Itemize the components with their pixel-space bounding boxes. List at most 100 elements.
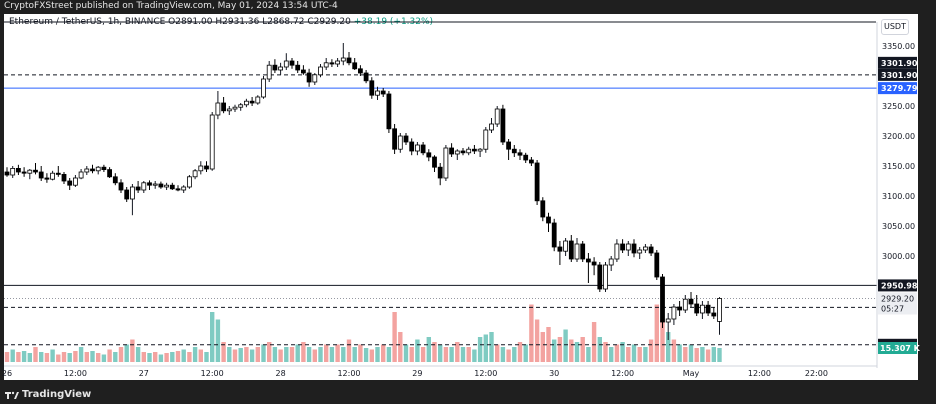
volume-bar xyxy=(346,339,352,362)
volume-bar xyxy=(215,319,221,362)
candle-body xyxy=(648,246,654,254)
volume-bar xyxy=(529,304,534,362)
candle-body xyxy=(306,72,312,83)
y-tick-label: 3000.00 xyxy=(882,252,915,261)
candle-body xyxy=(694,303,700,314)
candle-body xyxy=(21,171,27,174)
candle-body xyxy=(147,182,152,186)
candle-body xyxy=(563,240,568,252)
volume-bar xyxy=(324,344,329,362)
candle-body xyxy=(409,141,415,152)
countdown-tag: 05:27 xyxy=(881,304,904,313)
volume-bar xyxy=(329,347,335,362)
volume-bar xyxy=(660,319,665,362)
candle-body xyxy=(352,62,358,70)
candle-body xyxy=(580,243,586,260)
candle-body xyxy=(124,189,130,200)
x-tick-label: 26 xyxy=(2,369,12,378)
candle-body xyxy=(135,186,141,191)
volume-bar xyxy=(164,353,169,362)
x-tick-label: 12:00 xyxy=(337,369,360,378)
x-tick-label: 12:00 xyxy=(748,369,771,378)
volume-bar xyxy=(386,347,392,362)
volume-bar xyxy=(318,347,323,362)
price-tag: 2950.98 xyxy=(881,281,918,290)
candle-body xyxy=(631,243,637,254)
y-tick-label: 3050.00 xyxy=(882,222,915,231)
volume-bar xyxy=(506,349,511,362)
volume-bar xyxy=(101,354,107,362)
volume-bar xyxy=(671,339,677,362)
volume-bar xyxy=(295,344,300,362)
candle-body xyxy=(386,93,392,130)
candle-body xyxy=(312,74,318,83)
candle-body xyxy=(112,176,118,184)
volume-bar xyxy=(483,334,488,362)
price-tag-bg xyxy=(878,82,917,95)
volume-bar xyxy=(591,322,597,362)
volume-bar xyxy=(141,352,146,362)
candle-body xyxy=(568,240,574,260)
volume-bar xyxy=(221,342,226,362)
candle-body xyxy=(620,243,625,251)
candle-body xyxy=(460,150,466,154)
candle-body xyxy=(682,298,688,311)
volume-bar xyxy=(495,344,500,362)
candle-body xyxy=(546,216,551,224)
candle-body xyxy=(705,304,711,314)
candle-body xyxy=(597,264,603,290)
volume-bar xyxy=(620,342,625,362)
candle-body xyxy=(534,162,540,202)
candle-body xyxy=(591,261,597,266)
volume-bar xyxy=(586,347,591,362)
volume-tag-bg xyxy=(878,342,917,354)
volume-bar xyxy=(603,342,608,362)
volume-bar xyxy=(637,347,642,362)
candle-body xyxy=(129,186,135,200)
currency-button[interactable]: USDT xyxy=(881,19,909,35)
candle-body xyxy=(511,148,517,154)
volume-bar xyxy=(677,344,682,362)
candle-body xyxy=(608,258,614,266)
volume-bar xyxy=(614,344,620,362)
volume-bar xyxy=(272,347,278,362)
volume-bar xyxy=(175,351,181,362)
volume-bar xyxy=(363,348,369,362)
candle-body xyxy=(517,152,523,156)
candle-body xyxy=(426,152,432,158)
candle-body xyxy=(266,64,272,80)
volume-bar xyxy=(147,353,152,362)
volume-bar xyxy=(717,348,722,362)
candle-body xyxy=(300,69,306,74)
volume-bar xyxy=(261,344,266,362)
candle-body xyxy=(4,171,10,176)
volume-bar xyxy=(312,349,317,362)
candle-body xyxy=(73,177,78,186)
candle-body xyxy=(101,166,107,170)
volume-bar xyxy=(44,353,50,362)
volume-bar xyxy=(78,347,84,362)
candle-body xyxy=(369,80,375,96)
candle-body xyxy=(471,148,477,152)
volume-bar xyxy=(232,349,238,362)
volume-bar xyxy=(301,342,306,362)
candle-body xyxy=(466,148,472,154)
candle-body xyxy=(295,64,301,71)
volume-bar xyxy=(432,342,437,362)
volume-bar xyxy=(249,349,255,362)
volume-bar xyxy=(73,351,78,362)
volume-bar xyxy=(267,342,272,362)
candle-body xyxy=(186,176,192,188)
candle-body xyxy=(420,144,426,154)
candle-body xyxy=(181,186,187,191)
x-tick-label: 30 xyxy=(549,369,559,378)
volume-bar xyxy=(557,337,563,362)
candle-body xyxy=(671,306,677,320)
volume-bar xyxy=(352,347,357,362)
candle-body xyxy=(15,167,21,173)
candle-body xyxy=(118,182,124,191)
volume-bar xyxy=(420,347,426,362)
volume-bar xyxy=(192,347,198,362)
volume-bar xyxy=(512,347,517,362)
